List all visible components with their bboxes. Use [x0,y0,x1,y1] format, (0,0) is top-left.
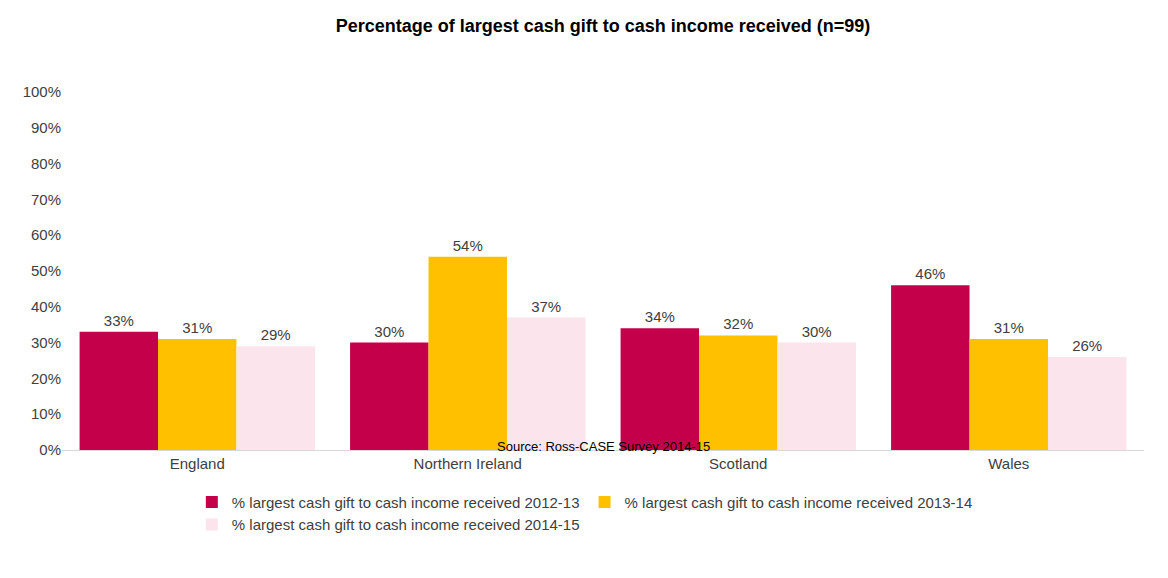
svg-text:31%: 31% [994,319,1024,336]
svg-text:40%: 40% [31,298,61,315]
svg-text:% largest cash gift to cash in: % largest cash gift to cash income recei… [625,494,973,511]
svg-text:90%: 90% [31,119,61,136]
svg-text:32%: 32% [723,315,753,332]
svg-text:Wales: Wales [988,455,1029,472]
svg-text:70%: 70% [31,191,61,208]
svg-text:26%: 26% [1072,337,1102,354]
svg-text:60%: 60% [31,226,61,243]
svg-text:30%: 30% [31,334,61,351]
svg-text:Source: Ross-CASE Survey 2014-: Source: Ross-CASE Survey 2014-15 [497,439,710,454]
svg-text:Percentage of largest cash gif: Percentage of largest cash gift to cash … [336,16,871,36]
svg-text:0%: 0% [39,441,61,458]
svg-text:34%: 34% [645,308,675,325]
svg-text:30%: 30% [802,323,832,340]
svg-text:100%: 100% [23,83,61,100]
svg-text:10%: 10% [31,405,61,422]
svg-text:30%: 30% [374,323,404,340]
svg-text:54%: 54% [453,237,483,254]
svg-text:29%: 29% [261,326,291,343]
svg-text:80%: 80% [31,155,61,172]
svg-text:England: England [170,455,225,472]
svg-text:37%: 37% [531,298,561,315]
svg-text:% largest cash gift to cash in: % largest cash gift to cash income recei… [232,494,580,511]
svg-text:% largest cash gift to cash in: % largest cash gift to cash income recei… [232,516,580,533]
svg-text:46%: 46% [915,265,945,282]
svg-text:Northern Ireland: Northern Ireland [414,455,522,472]
svg-text:50%: 50% [31,262,61,279]
svg-text:20%: 20% [31,370,61,387]
svg-text:33%: 33% [104,312,134,329]
svg-text:31%: 31% [182,319,212,336]
svg-text:Scotland: Scotland [709,455,767,472]
